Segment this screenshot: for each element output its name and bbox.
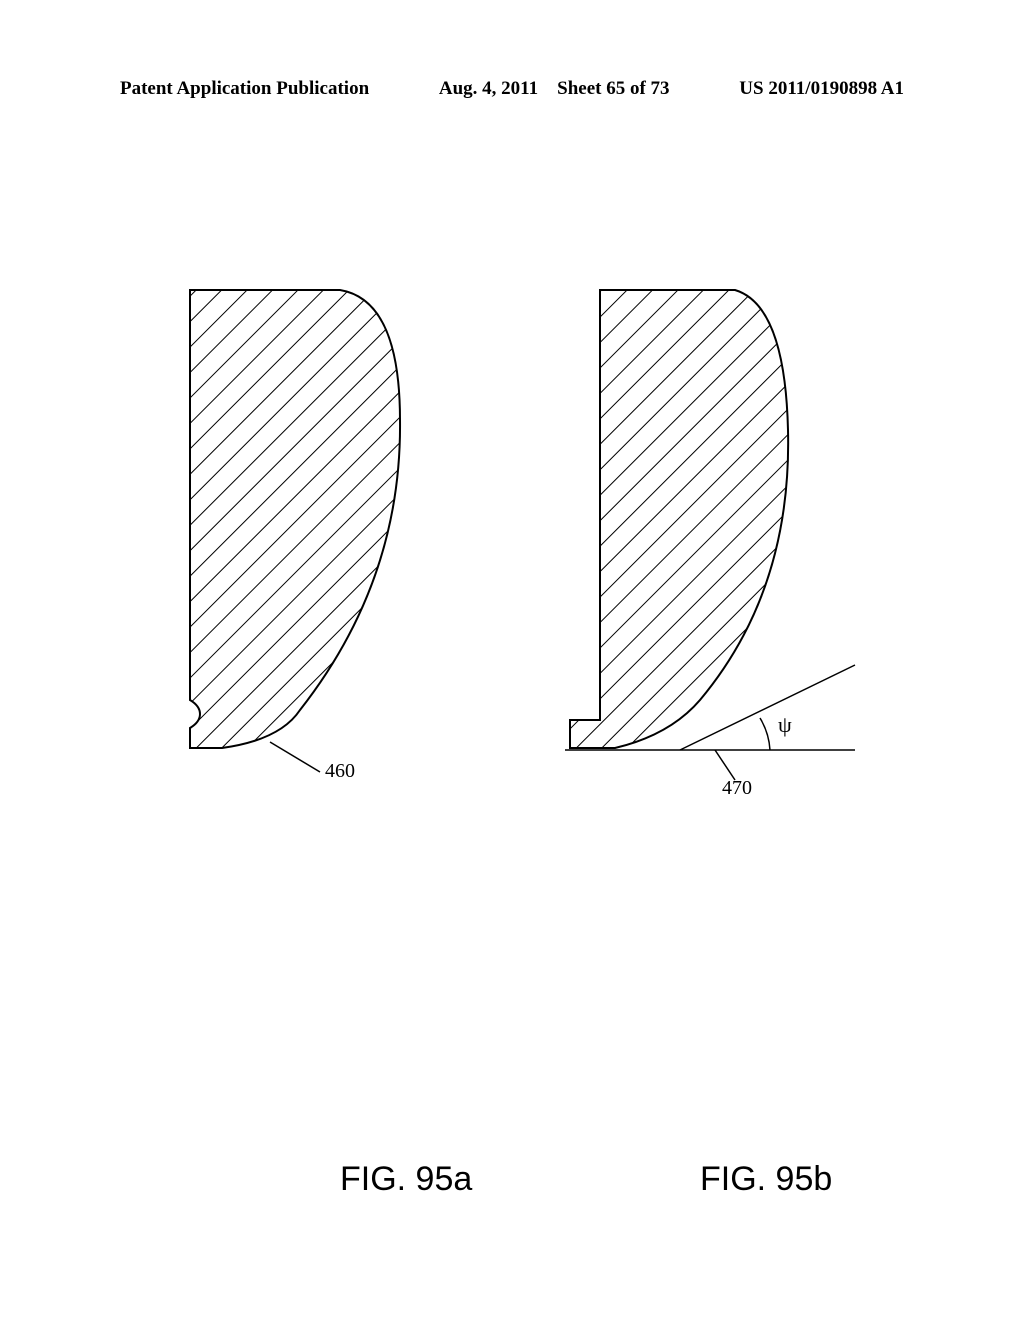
sheet-number: Sheet 65 of 73 <box>557 78 669 99</box>
pub-type-label: Patent Application Publication <box>120 78 369 100</box>
leader-470 <box>715 750 735 780</box>
page-header: Patent Application Publication Aug. 4, 2… <box>0 78 1024 100</box>
figure-95a-svg <box>180 280 440 800</box>
psi-arc <box>760 718 770 750</box>
figures-area: 460 <box>120 280 904 980</box>
figure-95a: 460 <box>180 280 440 805</box>
ref-460: 460 <box>325 760 355 783</box>
date-sheet-label: Aug. 4, 2011 Sheet 65 of 73 <box>439 78 670 100</box>
caption-95a: FIG. 95a <box>340 1160 472 1199</box>
leader-460 <box>270 742 320 772</box>
figure-95b: ψ 470 <box>560 280 880 825</box>
caption-95b: FIG. 95b <box>700 1160 832 1199</box>
figure-95b-svg <box>560 280 880 820</box>
pub-number-label: US 2011/0190898 A1 <box>739 78 904 100</box>
patent-page: Patent Application Publication Aug. 4, 2… <box>0 0 1024 1320</box>
psi-label: ψ <box>778 712 792 738</box>
pub-date: Aug. 4, 2011 <box>439 78 538 99</box>
ref-470: 470 <box>722 777 752 800</box>
